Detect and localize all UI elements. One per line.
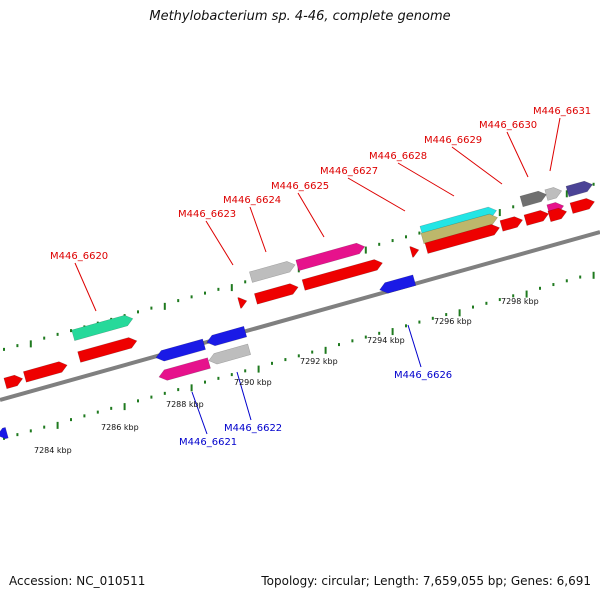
gene-label-m446-6622: M446_6622: [224, 423, 282, 434]
gene-label-m446-6623: M446_6623: [178, 209, 236, 220]
gene-label-m446-6630: M446_6630: [479, 120, 537, 131]
label-leader-line: [549, 117, 561, 172]
gene-m446-6626-arrow: [379, 274, 417, 294]
gene-arrow: [23, 361, 68, 383]
scale-label-7294: 7294 kbp: [367, 336, 405, 345]
gene-m446-6628b-arrow: [420, 213, 498, 245]
gene-label-m446-6627: M446_6627: [320, 166, 378, 177]
gene-label-m446-6629: M446_6629: [424, 135, 482, 146]
gene-arrow: [77, 337, 138, 363]
gene-m446-6622-arrow: [208, 343, 252, 365]
gene-m446-6623-arrow: [237, 297, 248, 309]
scale-label-7290: 7290 kbp: [234, 378, 272, 387]
gene-arrow: [254, 283, 299, 305]
scale-label-7286: 7286 kbp: [101, 423, 139, 432]
gene-label-m446-6620: M446_6620: [50, 251, 108, 262]
label-leader-line: [451, 146, 503, 185]
label-leader-line: [407, 324, 422, 368]
gene-arrow: [499, 216, 523, 232]
accession-text: Accession: NC_010511: [9, 574, 146, 588]
label-leader-line: [191, 391, 208, 435]
gene-features: [0, 180, 595, 440]
gene-m446-6631-arrow: [544, 187, 563, 201]
label-leader-line: [74, 262, 97, 312]
gene-label-m446-6626: M446_6626: [394, 370, 452, 381]
gene-arrow: [155, 338, 206, 362]
gene-m446-6621-arrow: [158, 357, 211, 381]
gene-arrow: [565, 180, 593, 198]
gene-arrow: [206, 326, 248, 347]
genome-backbone: [0, 230, 600, 402]
gene-arrow: [569, 198, 595, 214]
label-leader-line: [397, 162, 455, 197]
gene-m446-6630-arrow: [519, 190, 547, 208]
gene-label-m446-6631: M446_6631: [533, 106, 591, 117]
scale-label-7288: 7288 kbp: [166, 400, 204, 409]
label-leader-line: [249, 206, 267, 253]
scale-label-7292: 7292 kbp: [300, 357, 338, 366]
gene-label-m446-6621: M446_6621: [179, 437, 237, 448]
gene-label-m446-6625: M446_6625: [271, 181, 329, 192]
scale-label-7296: 7296 kbp: [434, 317, 472, 326]
map-title: Methylobacterium sp. 4-46, complete geno…: [149, 9, 451, 24]
scale-label-7298: 7298 kbp: [501, 297, 539, 306]
label-leader-line: [506, 131, 529, 178]
scale-label-7284: 7284 kbp: [34, 446, 72, 455]
gene-arrow: [547, 207, 568, 223]
label-leaders: [74, 117, 561, 435]
gene-m446-6625-arrow: [295, 242, 366, 272]
gene-m446-6629-arrow: [424, 224, 500, 254]
label-leader-line: [236, 371, 252, 421]
gene-label-m446-6628: M446_6628: [369, 151, 427, 162]
gene-arrow: [301, 259, 383, 291]
label-leader-line: [297, 192, 325, 238]
gene-arrow: [0, 427, 9, 440]
gene-m446-6624-arrow: [249, 261, 296, 283]
label-leader-line: [205, 220, 234, 266]
gene-m446-6627-arrow: [409, 246, 420, 258]
gene-m446-6620-arrow: [71, 314, 134, 341]
gene-arrow: [3, 374, 24, 390]
genome-summary-text: Topology: circular; Length: 7,659,055 bp…: [261, 574, 591, 588]
gene-label-m446-6624: M446_6624: [223, 195, 281, 206]
label-leader-line: [347, 177, 406, 212]
gene-arrow: [523, 210, 549, 226]
